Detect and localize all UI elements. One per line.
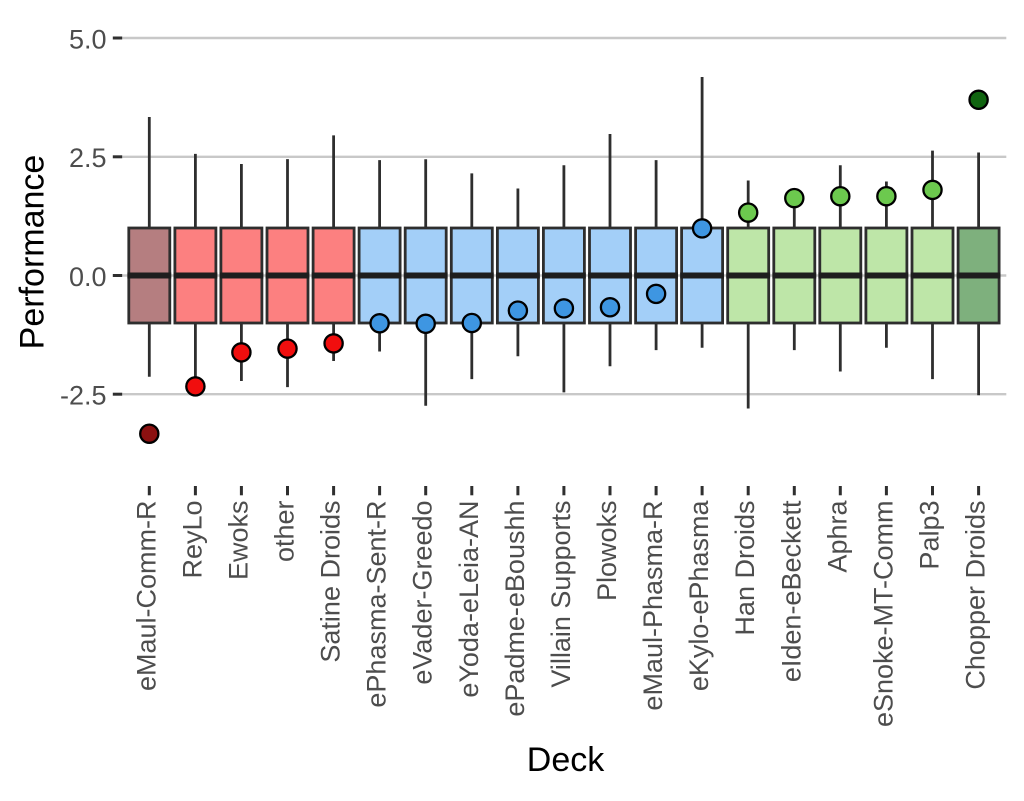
svg-text:2.5: 2.5 [69,143,107,173]
svg-text:eKylo-ePhasma: eKylo-ePhasma [684,500,714,692]
svg-text:eVader-Greedo: eVader-Greedo [408,501,438,685]
svg-text:-2.5: -2.5 [60,381,107,411]
svg-text:eIden-eBeckett: eIden-eBeckett [776,500,806,682]
svg-text:eMaul-Comm-R: eMaul-Comm-R [131,501,161,692]
svg-text:ReyLo: ReyLo [177,501,207,579]
svg-text:eSnoke-MT-Comm: eSnoke-MT-Comm [868,501,898,728]
svg-text:other: other [270,500,300,562]
svg-text:Ewoks: Ewoks [223,501,253,581]
svg-text:eYoda-eLeia-AN: eYoda-eLeia-AN [454,501,484,698]
svg-text:eMaul-Phasma-R: eMaul-Phasma-R [638,501,668,711]
svg-text:5.0: 5.0 [69,24,107,54]
svg-text:Chopper Droids: Chopper Droids [961,501,991,690]
svg-text:Satine Droids: Satine Droids [316,501,346,663]
svg-text:ePhasma-Sent-R: ePhasma-Sent-R [362,501,392,708]
svg-text:Han Droids: Han Droids [730,501,760,636]
svg-text:Plowoks: Plowoks [592,501,622,602]
svg-text:0.0: 0.0 [69,262,107,292]
svg-text:Performance: Performance [14,155,52,350]
svg-text:Deck: Deck [527,741,605,779]
svg-text:Aphra: Aphra [822,500,852,573]
svg-text:Palp3: Palp3 [915,501,945,570]
svg-text:ePadme-eBoushh: ePadme-eBoushh [500,501,530,717]
svg-text:Villain Supports: Villain Supports [546,501,576,688]
